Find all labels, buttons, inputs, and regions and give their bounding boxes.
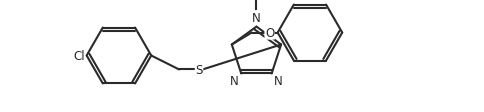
Text: Cl: Cl xyxy=(73,50,85,62)
Text: S: S xyxy=(195,63,202,76)
Text: N: N xyxy=(252,12,260,24)
Text: N: N xyxy=(229,75,238,88)
Text: O: O xyxy=(265,27,274,40)
Text: N: N xyxy=(273,75,282,88)
